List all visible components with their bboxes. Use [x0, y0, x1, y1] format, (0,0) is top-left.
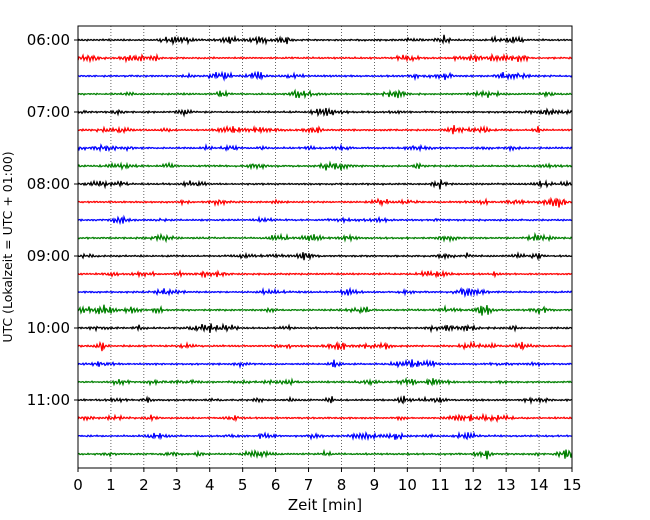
x-tick-label: 10 [398, 476, 417, 494]
seismic-trace [77, 124, 573, 135]
x-tick-label: 11 [431, 476, 450, 494]
seismic-trace [77, 196, 573, 208]
x-tick-label: 0 [73, 476, 83, 494]
x-tick-label: 14 [530, 476, 549, 494]
seismic-trace [77, 412, 573, 423]
y-tick-label: 06:00 [27, 31, 70, 49]
x-tick-label: 9 [370, 476, 380, 494]
x-tick-label: 3 [172, 476, 182, 494]
x-tick-label: 2 [139, 476, 149, 494]
y-tick-label: 08:00 [27, 175, 70, 193]
y-tick-label: 11:00 [27, 391, 70, 409]
seismic-trace [77, 340, 573, 352]
plot-background [78, 26, 572, 468]
x-tick-label: 8 [337, 476, 347, 494]
y-tick-label: 07:00 [27, 103, 70, 121]
x-axis-ticks: 0 1 2 3 4 5 6 7 8 9 10 11 12 13 14 15 [73, 468, 582, 494]
seismic-trace [77, 52, 573, 64]
seismic-trace [77, 34, 573, 46]
seismic-trace [77, 358, 573, 369]
seismic-trace [77, 107, 573, 118]
seismic-trace [77, 395, 573, 405]
x-tick-label: 1 [106, 476, 116, 494]
x-tick-label: 6 [271, 476, 281, 494]
x-tick-label: 7 [304, 476, 314, 494]
x-tick-label: 13 [497, 476, 516, 494]
x-tick-label: 15 [562, 476, 581, 494]
seismic-trace [77, 322, 573, 334]
y-axis-label: UTC (Lokalzeit = UTC + 01:00) [0, 151, 15, 342]
seismic-trace [77, 251, 573, 261]
seismic-trace [77, 231, 573, 244]
seismic-trace [77, 214, 573, 226]
seismic-trace [77, 70, 573, 82]
seismic-trace [77, 304, 573, 316]
plot-frame [77, 25, 573, 469]
seismic-trace [77, 142, 573, 153]
seismic-trace [77, 376, 573, 387]
x-axis-label: Zeit [min] [288, 496, 362, 514]
seismic-trace [77, 286, 573, 299]
seismic-traces [77, 34, 573, 460]
x-tick-label: 4 [205, 476, 215, 494]
x-tick-label: 12 [464, 476, 483, 494]
seismic-trace [77, 269, 573, 279]
seismic-trace [77, 431, 573, 442]
seismic-trace [77, 160, 573, 171]
y-axis-ticks: 06:00 07:00 08:00 09:00 10:00 11:00 [27, 31, 78, 409]
seismic-trace [77, 179, 573, 190]
y-tick-label: 10:00 [27, 319, 70, 337]
seismic-trace [77, 88, 573, 100]
x-tick-label: 5 [238, 476, 248, 494]
seismic-trace [77, 448, 573, 460]
y-tick-label: 09:00 [27, 247, 70, 265]
